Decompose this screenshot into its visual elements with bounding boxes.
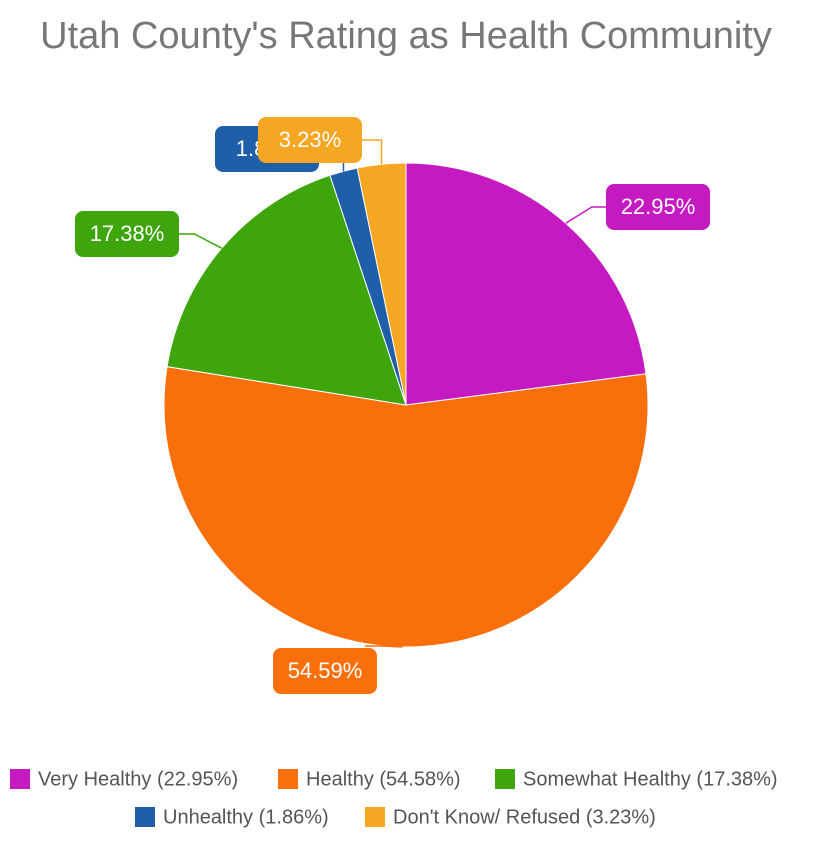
label-box <box>606 184 710 230</box>
data-label: 54.59% <box>288 658 363 683</box>
legend-label[interactable]: Don't Know/ Refused (3.23%) <box>393 806 656 828</box>
connector <box>365 645 403 648</box>
legend-swatch[interactable] <box>365 807 385 827</box>
legend-label[interactable]: Very Healthy (22.95%) <box>38 768 238 790</box>
legend-label[interactable]: Unhealthy (1.86%) <box>163 806 329 828</box>
legend-swatch[interactable] <box>135 807 155 827</box>
label-box <box>258 117 362 163</box>
pie-slice <box>163 366 649 648</box>
legend-swatch[interactable] <box>10 769 30 789</box>
legend-label[interactable]: Healthy (54.58%) <box>306 768 461 790</box>
label-box <box>273 648 377 694</box>
data-label: 17.38% <box>90 221 165 246</box>
chart-title: Utah County's Rating as Health Community <box>40 15 772 57</box>
legend-swatch[interactable] <box>278 769 298 789</box>
pie-slice <box>405 162 647 406</box>
legend-label[interactable]: Somewhat Healthy (17.38%) <box>523 768 778 790</box>
pie-slice <box>166 174 407 406</box>
label-box <box>75 211 179 257</box>
data-label: 3.23% <box>279 127 341 152</box>
legend-swatch[interactable] <box>495 769 515 789</box>
pie-slice <box>356 162 407 406</box>
data-label: 22.95% <box>621 194 696 219</box>
